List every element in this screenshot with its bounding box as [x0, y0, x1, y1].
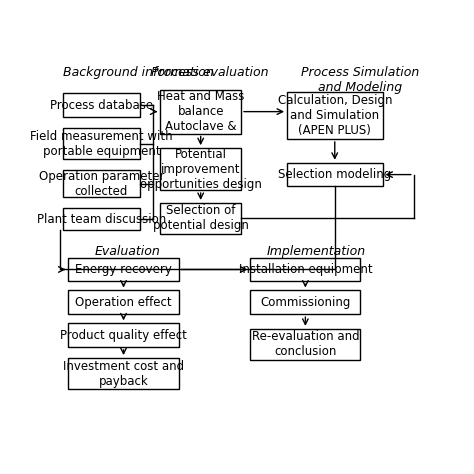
FancyBboxPatch shape [287, 163, 383, 186]
Text: Plant team discussion: Plant team discussion [37, 213, 166, 226]
Text: Evaluation: Evaluation [94, 245, 160, 258]
FancyBboxPatch shape [250, 258, 360, 282]
Text: Implementation: Implementation [267, 245, 366, 258]
Text: Potential
improvement
opportunities design: Potential improvement opportunities desi… [140, 147, 262, 191]
Text: Commissioning: Commissioning [260, 296, 351, 309]
Text: Operation parameter
collected: Operation parameter collected [39, 170, 164, 198]
FancyBboxPatch shape [68, 291, 179, 314]
Text: Energy recovery: Energy recovery [75, 263, 172, 276]
Text: Product quality effect: Product quality effect [60, 328, 187, 342]
Text: Re-evaluation and
conclusion: Re-evaluation and conclusion [252, 330, 359, 358]
FancyBboxPatch shape [68, 258, 179, 282]
Text: Installation equipment: Installation equipment [238, 263, 372, 276]
Text: Process Simulation
and Modeling: Process Simulation and Modeling [301, 66, 419, 94]
FancyBboxPatch shape [63, 209, 140, 230]
Text: Investment cost and
payback: Investment cost and payback [63, 359, 184, 388]
FancyBboxPatch shape [63, 128, 140, 159]
FancyBboxPatch shape [287, 91, 383, 139]
FancyBboxPatch shape [160, 90, 241, 134]
FancyBboxPatch shape [68, 358, 179, 389]
Text: Process evaluation: Process evaluation [151, 66, 269, 79]
Text: Background information: Background information [63, 66, 214, 79]
Text: Selection modeling: Selection modeling [278, 168, 392, 181]
FancyBboxPatch shape [63, 170, 140, 197]
Text: Calculation, Design
and Simulation
(APEN PLUS): Calculation, Design and Simulation (APEN… [277, 94, 392, 137]
FancyBboxPatch shape [160, 203, 241, 234]
FancyBboxPatch shape [63, 93, 140, 117]
FancyBboxPatch shape [250, 329, 360, 360]
FancyBboxPatch shape [160, 148, 241, 190]
FancyBboxPatch shape [250, 291, 360, 314]
Text: Process database: Process database [50, 99, 153, 112]
Text: Operation effect: Operation effect [75, 296, 172, 309]
Text: Heat and Mass
balance
Autoclave &: Heat and Mass balance Autoclave & [157, 90, 245, 133]
Text: Selection of
potential design: Selection of potential design [153, 204, 249, 232]
FancyBboxPatch shape [68, 323, 179, 347]
Text: Field measurement with
portable equipment: Field measurement with portable equipmen… [30, 129, 173, 157]
